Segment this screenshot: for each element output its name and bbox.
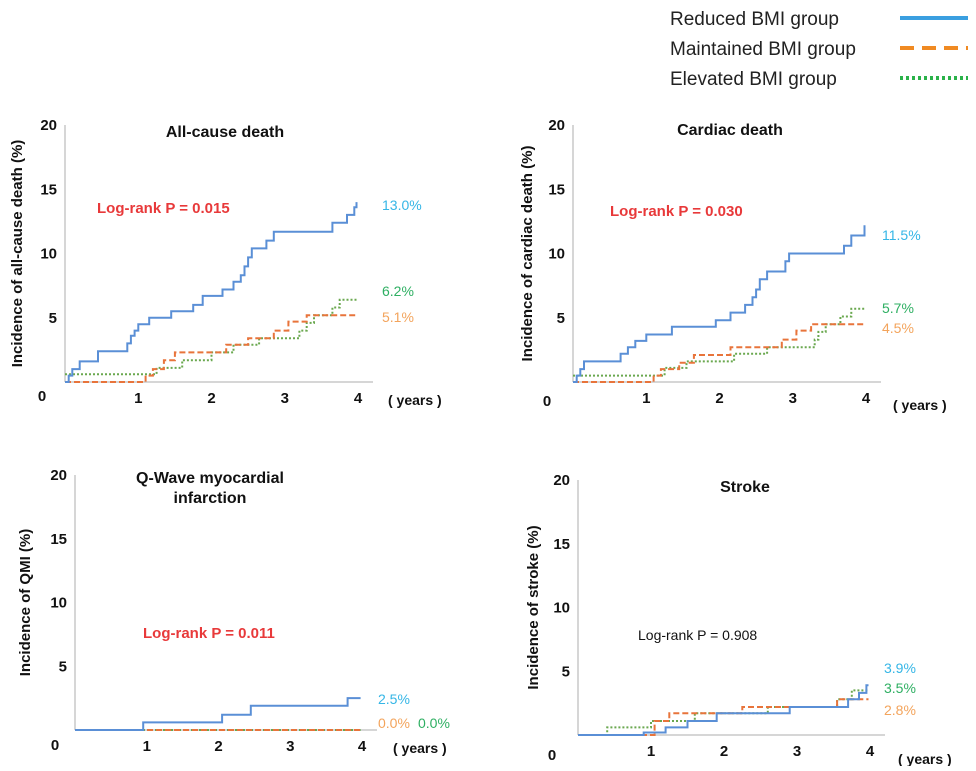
origin-label: 0 (548, 747, 556, 764)
y-tick-label: 5 (557, 310, 565, 327)
x-tick-label: 3 (281, 390, 289, 407)
panel-title: infarction (174, 490, 247, 507)
end-value-label-elevated: 3.5% (884, 680, 916, 696)
y-tick-label: 5 (562, 663, 570, 680)
x-tick-label: 4 (862, 390, 871, 407)
km-curve-reduced (578, 684, 869, 736)
log-rank-pvalue: Log-rank P = 0.011 (143, 625, 275, 642)
x-tick-label: 4 (354, 390, 363, 407)
y-tick-label: 15 (553, 536, 570, 553)
log-rank-pvalue: Log-rank P = 0.908 (638, 627, 757, 643)
x-tick-label: 4 (866, 743, 875, 760)
legend-entry: Reduced BMI group (670, 9, 968, 30)
x-unit-label: ( years ) (898, 751, 952, 766)
end-value-label-elevated: 6.2% (382, 283, 414, 299)
km-curve-reduced (573, 225, 866, 383)
x-tick-label: 3 (789, 390, 797, 407)
log-rank-pvalue: Log-rank P = 0.030 (610, 203, 743, 220)
panel-title: Stroke (720, 479, 770, 496)
km-panel: 20 15 10 5 1 2 3 4 0 ( years ) Incidence of QMI (%… (17, 467, 450, 756)
x-tick-label: 2 (207, 390, 215, 407)
y-axis-label: Incidence of cardiac death (%) (519, 146, 536, 362)
km-panel: 20 15 10 5 1 2 3 4 0 ( years ) Incidence of cardia… (519, 117, 947, 413)
end-value-label-reduced: 13.0% (382, 197, 422, 213)
x-tick-label: 1 (143, 738, 151, 755)
origin-label: 0 (543, 393, 551, 410)
y-tick-label: 10 (50, 595, 67, 612)
km-curve-elevated (578, 689, 869, 736)
y-tick-label: 15 (50, 531, 67, 548)
origin-label: 0 (51, 737, 59, 754)
y-tick-label: 15 (548, 181, 565, 198)
x-tick-label: 2 (214, 738, 222, 755)
km-curve-maintained (65, 314, 357, 383)
km-curve-elevated (573, 307, 865, 377)
x-tick-label: 4 (358, 738, 367, 755)
y-tick-label: 5 (59, 658, 67, 675)
end-value-label-maintained: 0.0% (378, 715, 410, 731)
km-curve-maintained (573, 323, 865, 383)
panel-title: Q-Wave myocardial (136, 470, 284, 487)
km-curve-maintained (578, 698, 869, 736)
x-unit-label: ( years ) (893, 397, 947, 413)
x-tick-label: 3 (286, 738, 294, 755)
y-axis-label: Incidence of stroke (%) (525, 525, 542, 689)
y-tick-label: 5 (49, 310, 57, 327)
y-tick-label: 20 (548, 117, 565, 134)
x-tick-label: 2 (715, 390, 723, 407)
legend-entry: Elevated BMI group (670, 69, 968, 90)
end-value-label-maintained: 4.5% (882, 320, 914, 336)
end-value-label-maintained: 5.1% (382, 309, 414, 325)
end-value-label-reduced: 11.5% (882, 227, 921, 243)
km-curve-reduced (75, 697, 361, 731)
log-rank-pvalue: Log-rank P = 0.015 (97, 200, 230, 217)
legend-label: Reduced BMI group (670, 9, 839, 30)
x-unit-label: ( years ) (388, 392, 442, 408)
y-axis-label: Incidence of QMI (%) (17, 529, 34, 677)
panel-title: Cardiac death (677, 122, 783, 139)
origin-label: 0 (38, 388, 46, 405)
legend-entry: Maintained BMI group (670, 39, 968, 60)
y-tick-label: 15 (40, 181, 57, 198)
y-tick-label: 10 (553, 600, 570, 617)
legend-label: Maintained BMI group (670, 39, 856, 60)
end-value-label-elevated: 5.7% (882, 300, 914, 316)
x-tick-label: 1 (642, 390, 650, 407)
x-tick-label: 2 (720, 743, 728, 760)
x-unit-label: ( years ) (393, 740, 447, 756)
km-curve-elevated (65, 298, 357, 376)
end-value-label-reduced: 2.5% (378, 691, 410, 707)
km-panel: 20 15 10 5 1 2 3 4 0 ( years ) Incidence of stroke… (525, 472, 952, 767)
km-panel: 20 15 10 5 1 2 3 4 0 ( years ) Incidence of all-ca… (9, 117, 442, 408)
legend-label: Elevated BMI group (670, 69, 837, 90)
y-axis-label: Incidence of all-cause death (%) (9, 140, 26, 368)
y-tick-label: 20 (40, 117, 57, 134)
panel-title: All-cause death (166, 124, 284, 141)
y-tick-label: 20 (50, 467, 67, 484)
x-tick-label: 1 (134, 390, 142, 407)
end-value-label-elevated: 0.0% (418, 715, 450, 731)
y-tick-label: 10 (40, 246, 57, 263)
end-value-label-reduced: 3.9% (884, 660, 916, 676)
x-tick-label: 1 (647, 743, 655, 760)
x-tick-label: 3 (793, 743, 801, 760)
y-tick-label: 20 (553, 472, 570, 489)
end-value-label-maintained: 2.8% (884, 702, 916, 718)
km-curve-reduced (65, 202, 358, 383)
y-tick-label: 10 (548, 246, 565, 263)
